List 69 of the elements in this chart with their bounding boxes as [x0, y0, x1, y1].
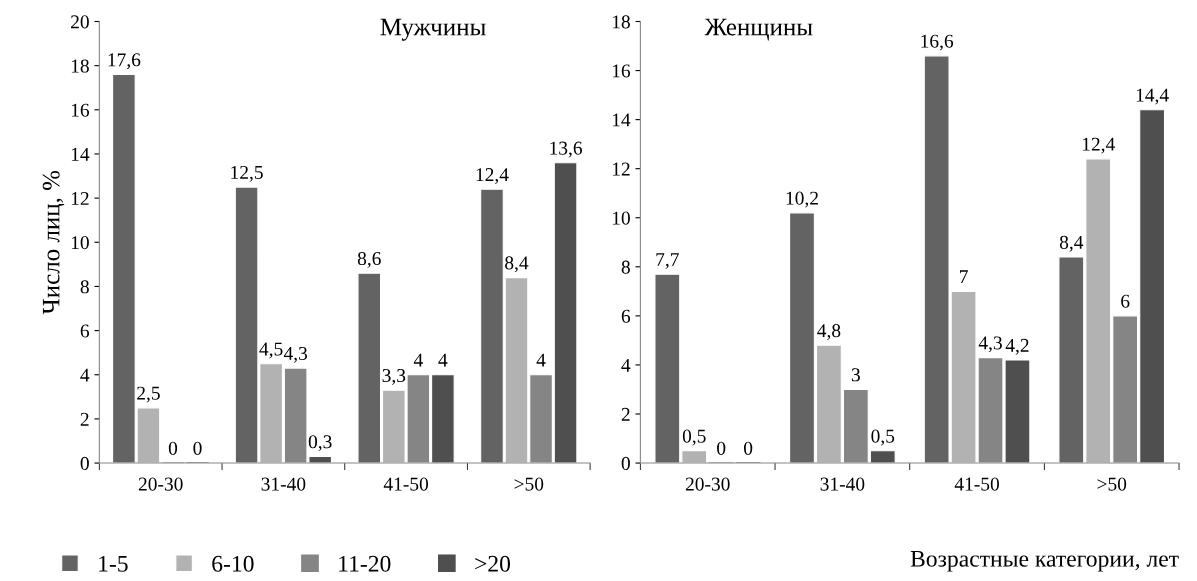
y-tick-label: 12	[71, 191, 89, 205]
x-tick-label: 41-50	[954, 477, 999, 491]
data-label: 3,3	[382, 369, 406, 385]
data-label: 0	[717, 441, 726, 455]
data-label: 0	[744, 441, 753, 455]
data-label: 7	[960, 270, 968, 284]
data-label: 8,4	[505, 256, 529, 273]
y-tick-label: 8	[80, 280, 89, 294]
y-tick-label: 10	[612, 211, 630, 225]
x-axis-title: Возрастные категории, лет	[910, 551, 1179, 572]
data-label: 0	[193, 441, 202, 455]
data-label: 13,6	[550, 141, 583, 158]
data-label: 10,2	[786, 191, 818, 208]
y-tick-label: 2	[80, 412, 89, 426]
data-label: 4,2	[1005, 338, 1029, 355]
legend-label: 1-5	[99, 555, 128, 572]
data-label: 14,4	[1136, 88, 1169, 105]
data-label: 8,6	[357, 251, 381, 268]
chart-title: Мужчины	[380, 18, 486, 41]
y-tick-label: 6	[621, 309, 631, 323]
y-tick-label: 8	[621, 260, 630, 274]
data-label: 4	[438, 353, 448, 367]
data-label: 17,6	[108, 53, 141, 70]
y-tick-label: 6	[80, 324, 90, 338]
y-tick-label: 2	[621, 407, 630, 421]
data-label: 6	[1121, 294, 1130, 308]
data-label: 0,3	[308, 435, 332, 452]
data-label: 4,3	[978, 336, 1002, 353]
legend-label: >20	[475, 555, 511, 572]
x-tick-label: >50	[514, 477, 544, 491]
data-label: 4,3	[283, 346, 308, 363]
y-tick-label: 4	[621, 358, 631, 372]
data-label: 4,5	[259, 342, 283, 359]
data-label: 12,4	[476, 168, 509, 184]
x-tick-label: 41-50	[383, 477, 429, 491]
data-label: 12,4	[1082, 137, 1115, 154]
data-label: 12,5	[231, 165, 263, 182]
data-label: 0	[168, 441, 178, 455]
y-tick-label: 10	[71, 236, 89, 250]
legend-label: 11-20	[339, 555, 391, 572]
y-tick-label: 20	[71, 15, 89, 29]
data-label: 3	[851, 368, 860, 382]
y-tick-label: 12	[612, 162, 630, 176]
data-label: 4	[536, 353, 546, 367]
y-tick-label: 16	[71, 103, 90, 117]
data-label: 4,8	[817, 324, 841, 340]
data-label: 8,4	[1059, 235, 1084, 252]
y-tick-label: 0	[80, 456, 89, 470]
data-label: 7,7	[656, 253, 679, 269]
data-label: 16,6	[921, 34, 954, 51]
chart-title: Женщины	[704, 18, 813, 41]
y-tick-label: 14	[71, 147, 90, 161]
x-tick-label: 31-40	[261, 477, 306, 491]
x-tick-label: >50	[1097, 477, 1127, 491]
y-tick-label: 16	[612, 64, 631, 78]
y-tick-label: 14	[612, 113, 631, 127]
y-tick-label: 18	[612, 15, 630, 29]
y-tick-label: 0	[621, 456, 630, 470]
data-label: 4	[413, 353, 423, 367]
y-axis-title: Число лиц, %	[42, 170, 65, 315]
data-label: 0,5	[871, 429, 895, 446]
y-tick-label: 18	[71, 59, 89, 73]
legend-label: 6-10	[212, 555, 254, 572]
y-tick-label: 4	[80, 368, 90, 382]
data-label: 0,5	[682, 429, 706, 446]
x-tick-label: 20-30	[685, 477, 730, 491]
data-label: 2,5	[137, 386, 160, 403]
x-tick-label: 20-30	[138, 477, 183, 491]
x-tick-label: 31-40	[820, 477, 865, 491]
